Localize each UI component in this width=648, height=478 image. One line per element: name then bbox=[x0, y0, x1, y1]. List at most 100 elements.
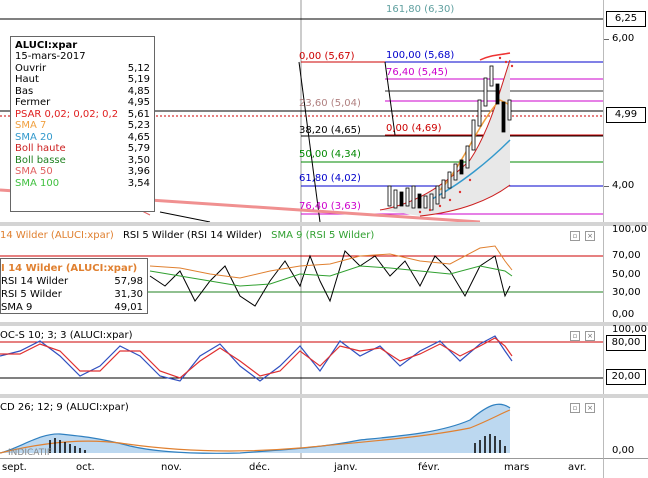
rsi-box-label: SMA 9 bbox=[1, 302, 33, 313]
rsi-tick-50: 50,00 bbox=[612, 269, 641, 280]
info-row-label: Ouvrir bbox=[15, 62, 47, 74]
rsi-legend: 14 Wilder (ALUCI:xpar) RSI 5 Wilder (RSI… bbox=[0, 230, 380, 241]
rsi-box-value: 31,30 bbox=[114, 289, 143, 300]
info-row-value: 5,23 bbox=[127, 120, 150, 131]
rsi-tick-70: 70,00 bbox=[612, 250, 641, 261]
price-tick-4: 4,00 bbox=[612, 180, 635, 191]
info-row-value: 5,61 bbox=[127, 108, 150, 120]
maximize-icon[interactable]: ▫ bbox=[570, 231, 580, 241]
trend-line-b bbox=[384, 61, 396, 136]
panel-divider[interactable] bbox=[0, 394, 648, 398]
macd-tick-0: 0,00 bbox=[612, 445, 635, 456]
fib-label-right-100: 100,00 (5,68) bbox=[386, 50, 455, 61]
boll-lower-line bbox=[419, 184, 511, 217]
info-row-value: 4,85 bbox=[127, 85, 150, 97]
stoch-box-80: 80,00 bbox=[606, 335, 646, 351]
watermark-text: INDICATIF bbox=[8, 448, 53, 458]
trend-line-a bbox=[298, 61, 321, 222]
info-row-label: Boll haute bbox=[15, 143, 66, 154]
info-row-value: 4,95 bbox=[127, 97, 150, 108]
close-icon[interactable]: × bbox=[585, 403, 595, 413]
price-box-last: 4,99 bbox=[606, 107, 646, 123]
rsi14-line bbox=[149, 245, 513, 279]
price-scale[interactable]: 6,00 4,00 6,25 4,99 bbox=[603, 0, 648, 222]
time-label: nov. bbox=[161, 462, 182, 473]
macd-legend-text: CD 26; 12; 9 (ALUCI:xpar) bbox=[0, 402, 129, 413]
panel-divider[interactable] bbox=[0, 322, 648, 326]
info-row: PSAR 0,02; 0,02; 0,2 5,61 bbox=[15, 109, 150, 121]
stoch-k-line bbox=[0, 335, 513, 382]
stoch-legend: OC-S 10; 3; 3 (ALUCI:xpar) bbox=[0, 330, 139, 341]
psar-upper bbox=[479, 52, 511, 61]
time-label: févr. bbox=[418, 462, 440, 473]
macd-canvas bbox=[0, 398, 511, 458]
time-label: sept. bbox=[2, 462, 27, 473]
time-label: mars bbox=[504, 462, 530, 473]
info-row-value: 4,65 bbox=[127, 131, 150, 143]
info-row: SMA 50 3,96 bbox=[15, 166, 150, 178]
info-row-value: 3,96 bbox=[127, 166, 150, 177]
rsi-legend-3: SMA 9 (RSI 5 Wilder) bbox=[271, 230, 375, 241]
info-row: Ouvrir 5,12 bbox=[15, 63, 150, 75]
trend-line-c bbox=[159, 211, 211, 222]
rsi-tick-30: 30,00 bbox=[612, 287, 641, 298]
info-row-label: Fermer bbox=[15, 97, 51, 108]
fib-label-right-0: 0,00 (4,69) bbox=[386, 123, 442, 134]
psar-dots bbox=[418, 56, 514, 214]
ohlc-info-panel: ALUCI:xpar 15-mars-2017 Ouvrir 5,12 Haut 5,… bbox=[10, 36, 155, 212]
signal-line bbox=[0, 409, 511, 454]
info-row: SMA 100 3,54 bbox=[15, 178, 150, 190]
fib-label-right-161: 161,80 (6,30) bbox=[386, 4, 455, 15]
rsi-panel[interactable]: 14 Wilder (ALUCI:xpar) RSI 5 Wilder (RSI… bbox=[0, 226, 603, 322]
panel-divider[interactable] bbox=[0, 222, 648, 226]
stochastic-canvas bbox=[0, 326, 603, 394]
rsi-tick-0: 0,00 bbox=[612, 309, 635, 320]
rsi-box-title: I 14 Wilder (ALUCI:xpar) bbox=[1, 263, 138, 274]
info-row-value: 5,12 bbox=[127, 62, 150, 74]
info-row: Fermer 4,95 bbox=[15, 97, 150, 109]
macd-panel[interactable]: CD 26; 12; 9 (ALUCI:xpar) INDICATIF ▫ × bbox=[0, 398, 603, 458]
rsi-tick-100: 100,00 bbox=[612, 224, 647, 235]
sma20-line bbox=[429, 139, 511, 201]
fib-label-right-76: 76,40 (5,45) bbox=[386, 67, 448, 78]
macd-line bbox=[0, 403, 511, 454]
info-row-label: SMA 50 bbox=[15, 166, 53, 177]
rsi-box-row: RSI 5 Wilder 31,30 bbox=[1, 288, 143, 301]
tick-mark bbox=[604, 186, 609, 187]
rsi-scale[interactable]: 100,00 70,00 50,00 30,00 0,00 bbox=[603, 224, 648, 322]
macd-fill bbox=[0, 404, 510, 454]
stochastic-panel[interactable]: OC-S 10; 3; 3 (ALUCI:xpar) ▫ × bbox=[0, 326, 603, 394]
info-title: ALUCI:xpar bbox=[15, 40, 78, 51]
time-axis[interactable]: sept. oct. nov. déc. janv. févr. mars av… bbox=[0, 458, 603, 478]
macd-legend: CD 26; 12; 9 (ALUCI:xpar) bbox=[0, 402, 135, 413]
maximize-icon[interactable]: ▫ bbox=[570, 403, 580, 413]
stoch-tick-100: 100,00 bbox=[612, 324, 647, 335]
close-icon[interactable]: × bbox=[585, 231, 595, 241]
fib-label-left-61: 61,80 (4,02) bbox=[299, 173, 361, 184]
bollinger-area bbox=[380, 60, 510, 216]
rsi5-line bbox=[149, 250, 511, 307]
rsi-box-label: RSI 14 Wilder bbox=[1, 276, 69, 287]
time-label: oct. bbox=[76, 462, 95, 473]
info-row: SMA 20 4,65 bbox=[15, 132, 150, 144]
time-label: déc. bbox=[249, 462, 271, 473]
info-row-value: 3,50 bbox=[127, 154, 150, 166]
rsi-box-label: RSI 5 Wilder bbox=[1, 289, 62, 300]
stoch-legend-text: OC-S 10; 3; 3 (ALUCI:xpar) bbox=[0, 330, 133, 341]
sma9-line bbox=[149, 265, 513, 287]
fib-label-left-23: 23,60 (5,04) bbox=[299, 98, 361, 109]
info-row: Haut 5,19 bbox=[15, 74, 150, 86]
info-row-value: 3,54 bbox=[127, 177, 150, 189]
stoch-scale[interactable]: 100,00 80,00 20,00 bbox=[603, 324, 648, 394]
rsi-box-value: 57,98 bbox=[114, 276, 143, 287]
candles bbox=[387, 65, 512, 211]
price-chart-panel[interactable]: 0,00 (5,67) 23,60 (5,04) 38,20 (4,65) 50… bbox=[0, 0, 603, 222]
macd-scale[interactable]: 0,00 bbox=[603, 398, 648, 458]
fib-label-left-0: 0,00 (5,67) bbox=[299, 51, 355, 62]
info-row: Bas 4,85 bbox=[15, 86, 150, 98]
close-icon[interactable]: × bbox=[585, 331, 595, 341]
rsi-legend-1: 14 Wilder (ALUCI:xpar) bbox=[0, 230, 114, 241]
stoch-d-line bbox=[0, 337, 513, 379]
tick-mark bbox=[604, 39, 609, 40]
maximize-icon[interactable]: ▫ bbox=[570, 331, 580, 341]
